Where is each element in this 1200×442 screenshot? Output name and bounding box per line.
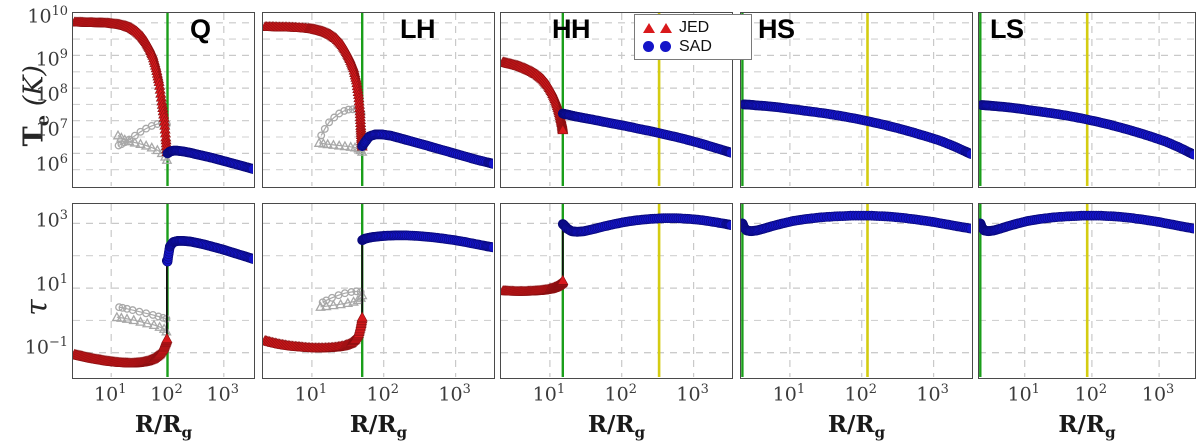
xtick-hh-1e2: 102 <box>604 382 637 406</box>
xtick-lh-1e3: 103 <box>438 382 471 406</box>
xtick-q-1e2: 102 <box>150 382 183 406</box>
xtick-ls-1e2: 102 <box>1074 382 1108 406</box>
legend-circle-icon <box>643 41 654 52</box>
legend-triangle-icon <box>642 23 655 33</box>
plot-panel-hh-tau <box>500 203 733 379</box>
x-axis-label-q: R/Rg <box>134 411 193 442</box>
xtick-hs-1e1: 101 <box>772 382 806 406</box>
panel-label-q: Q <box>190 14 211 44</box>
legend-entry-jed: JED <box>640 18 744 37</box>
plot-panel-lh-tau <box>262 203 495 379</box>
xtick-lh-1e1: 101 <box>294 382 328 406</box>
plot-panel-hs-tau <box>740 203 973 379</box>
plot-panel-q-tau <box>72 203 255 379</box>
x-axis-label-ls: R/Rg <box>1058 411 1116 442</box>
xtick-lh-1e2: 102 <box>366 382 399 406</box>
ytick-te-1e9: 109 <box>35 47 68 71</box>
xtick-q-1e1: 101 <box>94 382 127 406</box>
plot-panel-q-te <box>72 12 255 188</box>
xtick-ls-1e1: 101 <box>1007 382 1040 406</box>
xtick-ls-1e3: 103 <box>1141 382 1175 406</box>
ytick-tau-1em1: 10−1 <box>24 335 68 359</box>
panel-label-lh: LH <box>400 14 436 44</box>
xtick-hh-1e3: 103 <box>676 382 709 406</box>
legend-triangle-icon <box>659 23 672 33</box>
ytick-tau-1e3: 103 <box>35 208 68 232</box>
panel-label-ls: LS <box>990 14 1024 44</box>
ytick-te-1e7: 107 <box>35 117 68 141</box>
plot-panel-hs-te <box>740 12 973 188</box>
ytick-tau-1e1: 101 <box>35 272 68 296</box>
xtick-q-1e3: 103 <box>206 382 239 406</box>
legend-label-sad: SAD <box>679 37 712 55</box>
x-axis-label-hh: R/Rg <box>587 411 646 442</box>
panel-label-hh: HH <box>552 14 591 44</box>
plot-panel-lh-te <box>262 12 495 188</box>
legend-entry-sad: SAD <box>640 37 744 56</box>
ytick-te-1e8: 108 <box>35 82 68 106</box>
plot-panel-ls-te <box>978 12 1196 188</box>
legend-label-jed: JED <box>679 18 710 36</box>
x-axis-label-hs: R/Rg <box>827 411 886 442</box>
xtick-hs-1e3: 103 <box>916 382 949 406</box>
ytick-te-1e6: 106 <box>35 152 68 176</box>
xtick-hs-1e2: 102 <box>844 382 877 406</box>
xtick-hh-1e1: 101 <box>532 382 566 406</box>
x-axis-label-lh: R/Rg <box>349 411 408 442</box>
legend-circle-icon <box>660 41 671 52</box>
panel-label-hs: HS <box>758 14 795 44</box>
ytick-te-1e10: 1010 <box>27 4 68 28</box>
legend: JED SAD <box>634 14 752 60</box>
plot-panel-ls-tau <box>978 203 1196 379</box>
